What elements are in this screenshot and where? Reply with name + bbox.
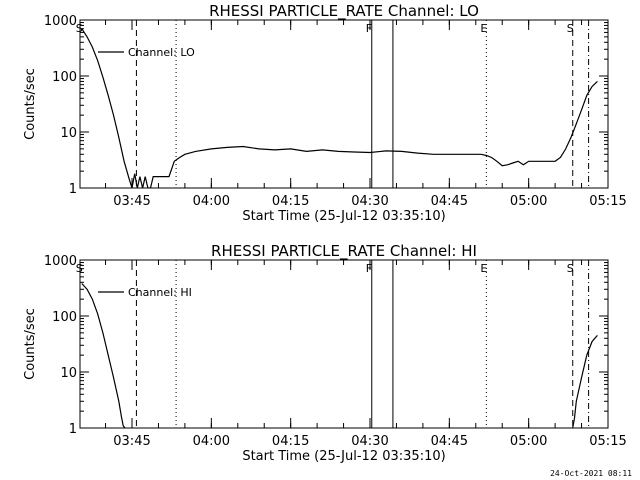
event-label: E xyxy=(480,22,487,35)
chart-title: RHESSI PARTICLE_RATE Channel: LO xyxy=(209,2,479,21)
x-tick-label: 04:00 xyxy=(193,434,230,449)
series-line xyxy=(81,283,126,428)
x-axis-label: Start Time (25-Jul-12 03:35:10) xyxy=(242,449,445,464)
x-tick-label: 04:30 xyxy=(351,194,388,209)
y-tick-label: 10 xyxy=(60,366,77,381)
series-line xyxy=(572,335,598,428)
event-label: E xyxy=(480,262,487,275)
x-tick-label: 05:15 xyxy=(589,434,626,449)
event-label: F xyxy=(366,22,372,35)
event-label: F xyxy=(366,262,372,275)
legend-label: Channel: HI xyxy=(128,286,192,299)
y-tick-label: 1 xyxy=(69,422,77,437)
chart-panel-1: RHESSI PARTICLE_RATE Channel: LO 1 10 100 10… xyxy=(23,2,627,224)
chart-title: RHESSI PARTICLE_RATE Channel: HI xyxy=(211,242,477,261)
y-tick-label: 1000 xyxy=(44,14,77,29)
y-axis-label: Counts/sec xyxy=(23,308,38,380)
x-tick-label: 05:00 xyxy=(510,434,547,449)
y-axis-label: Counts/sec xyxy=(23,68,38,140)
x-axis-label: Start Time (25-Jul-12 03:35:10) xyxy=(242,209,445,224)
legend-label: Channel: LO xyxy=(128,46,195,59)
x-tick-label: 04:45 xyxy=(431,194,468,209)
event-label: S xyxy=(567,262,574,275)
chart-panel-2: RHESSI PARTICLE_RATE Channel: HI 1 10 100 10… xyxy=(23,242,627,464)
x-tick-label: 04:45 xyxy=(431,434,468,449)
y-tick-label: 100 xyxy=(52,310,77,325)
y-tick-label: 100 xyxy=(52,70,77,85)
event-label: S xyxy=(567,22,574,35)
x-tick-label: 04:15 xyxy=(272,434,309,449)
x-tick-label: 03:45 xyxy=(113,194,150,209)
x-tick-label: 05:15 xyxy=(589,194,626,209)
x-tick-label: 04:00 xyxy=(193,194,230,209)
y-tick-label: 1 xyxy=(69,182,77,197)
generation-timestamp: 24-Oct-2021 08:11 xyxy=(550,469,632,478)
y-tick-label: 10 xyxy=(60,126,77,141)
x-tick-label: 04:30 xyxy=(351,434,388,449)
event-label: S xyxy=(76,22,83,35)
series-line xyxy=(81,28,598,188)
x-tick-label: 04:15 xyxy=(272,194,309,209)
event-label: S xyxy=(76,262,83,275)
x-tick-label: 03:45 xyxy=(113,434,150,449)
x-tick-label: 05:00 xyxy=(510,194,547,209)
y-tick-label: 1000 xyxy=(44,254,77,269)
